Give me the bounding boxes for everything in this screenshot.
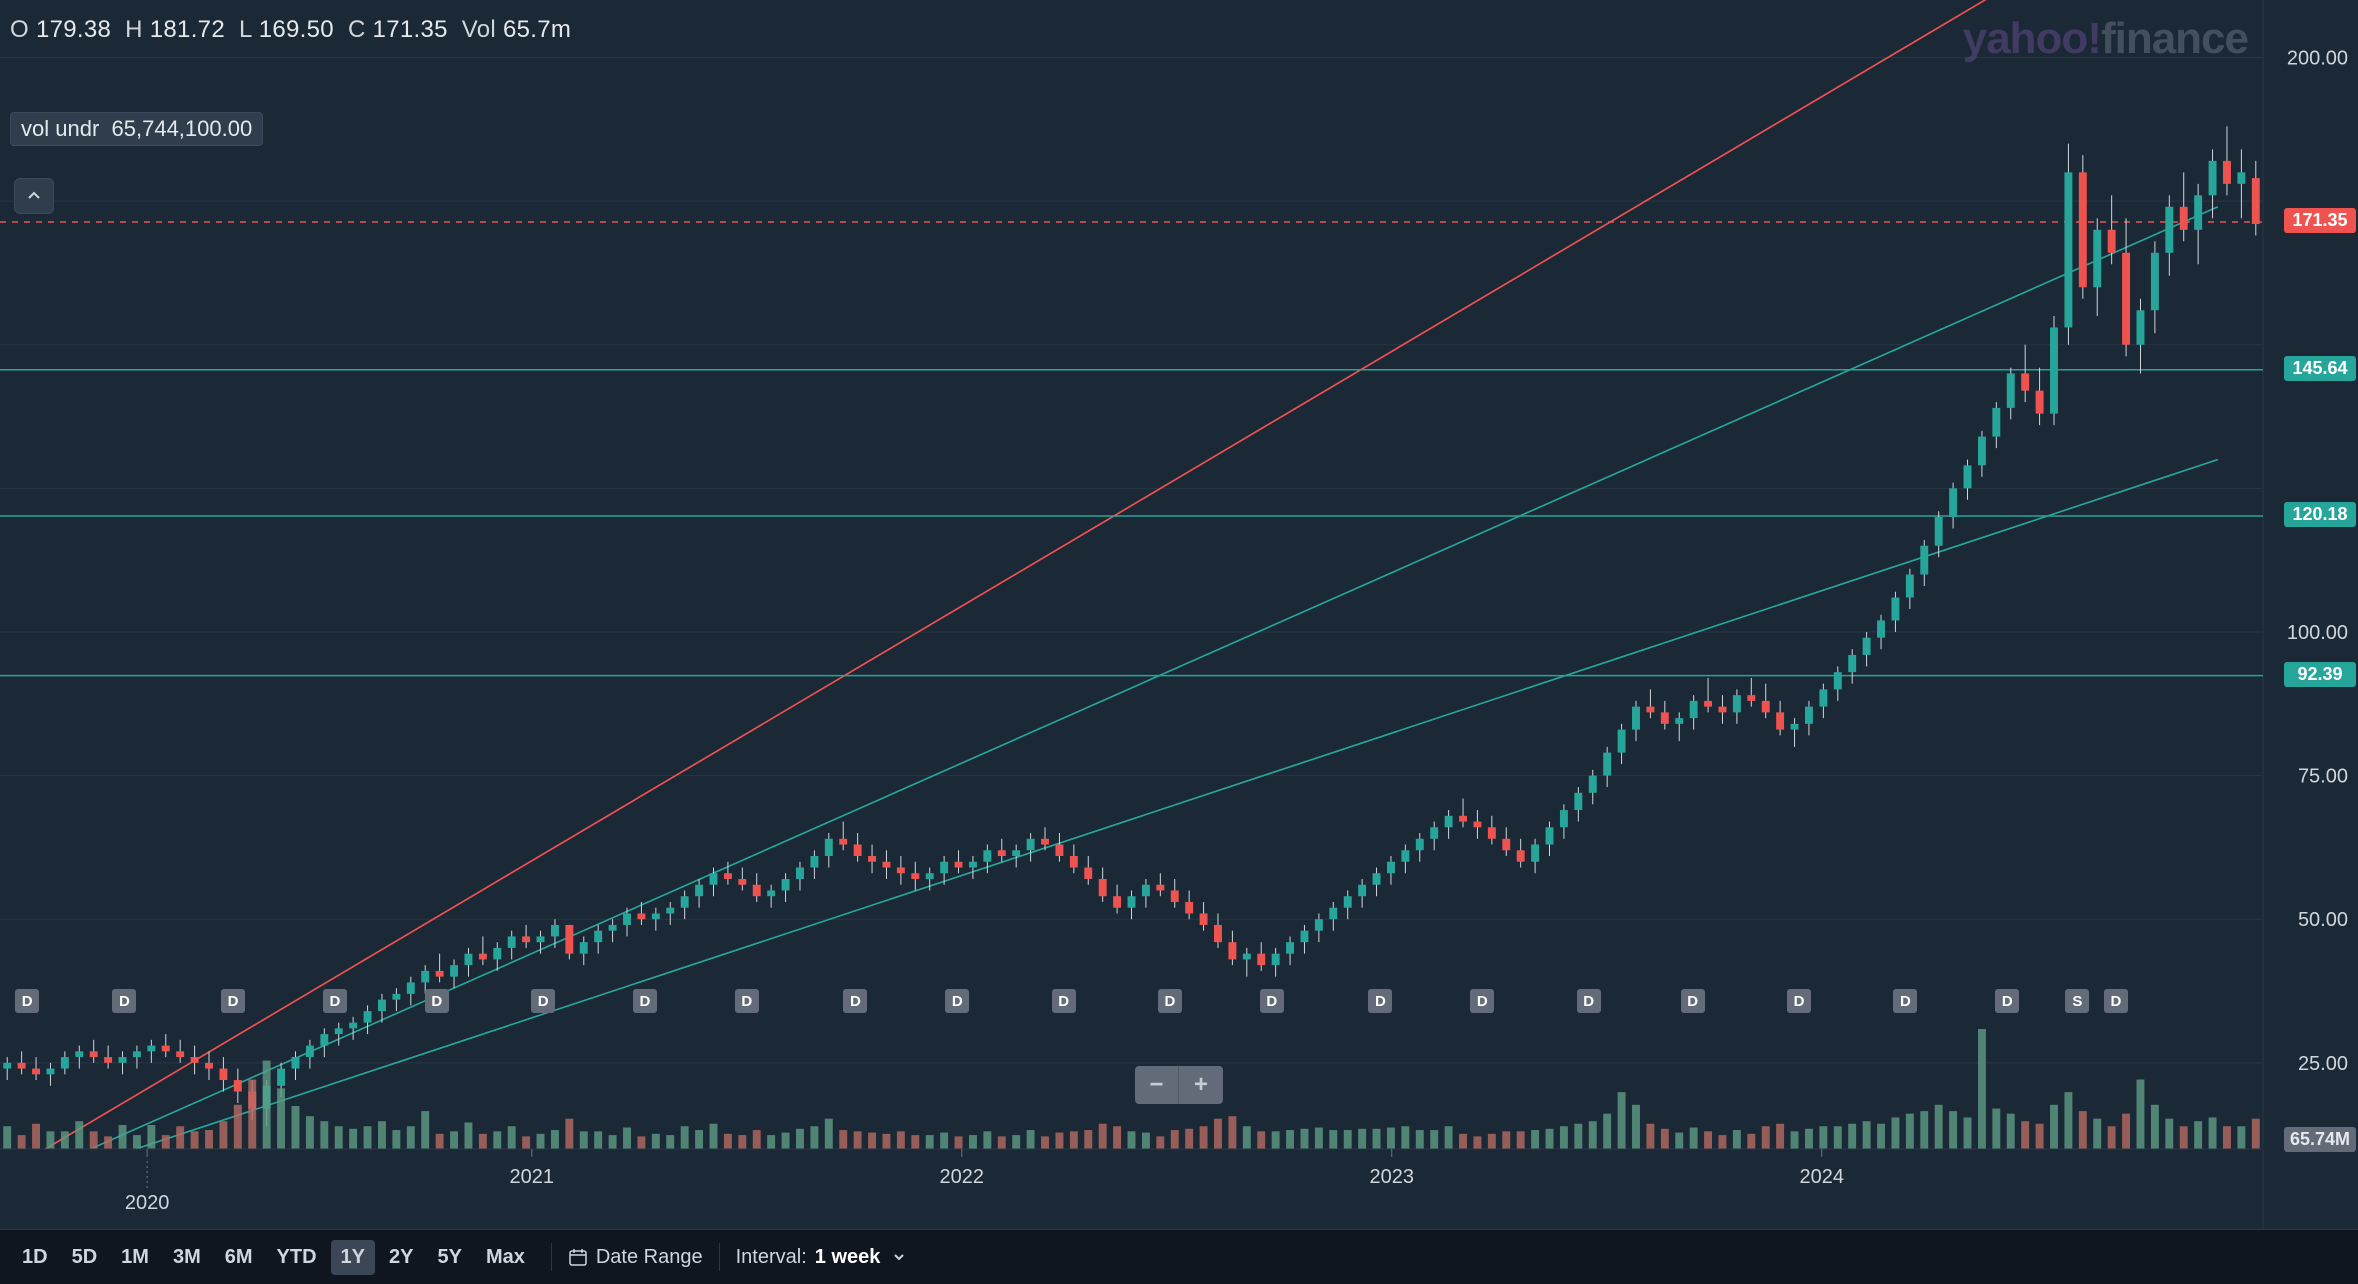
dividend-marker[interactable]: D — [112, 989, 136, 1013]
candlestick-chart[interactable]: 25.00 50.00 75.00 100.00 200.00 2020 2021 2022 2… — [0, 0, 2358, 1229]
dividend-marker[interactable]: D — [1787, 989, 1811, 1013]
dividend-marker[interactable]: D — [1052, 989, 1076, 1013]
svg-text:200.00: 200.00 — [2287, 47, 2348, 69]
dividend-marker[interactable]: D — [1893, 989, 1917, 1013]
timeframe-1d[interactable]: 1D — [12, 1240, 58, 1275]
price-badge: 92.39 — [2284, 662, 2356, 687]
interval-selector[interactable]: Interval: 1 week — [736, 1246, 907, 1269]
dividend-marker[interactable]: D — [1577, 989, 1601, 1013]
dividend-marker[interactable]: D — [1470, 989, 1494, 1013]
timeframe-1y[interactable]: 1Y — [331, 1240, 375, 1275]
timeframe-3m[interactable]: 3M — [163, 1240, 211, 1275]
svg-text:25.00: 25.00 — [2298, 1053, 2348, 1075]
dividend-marker[interactable]: D — [1681, 989, 1705, 1013]
svg-text:2024: 2024 — [1799, 1166, 1844, 1188]
dividend-marker[interactable]: D — [531, 989, 555, 1013]
svg-text:2023: 2023 — [1369, 1166, 1414, 1188]
ohlc-summary: O 179.38 H 181.72 L 169.50 C 171.35 Vol … — [10, 16, 571, 44]
chevron-up-icon — [26, 188, 42, 204]
chart-area[interactable]: 25.00 50.00 75.00 100.00 200.00 2020 2021 2022 2… — [0, 0, 2358, 1229]
svg-text:2021: 2021 — [510, 1166, 555, 1188]
dividend-marker[interactable]: D — [425, 989, 449, 1013]
timeframe-ytd[interactable]: YTD — [267, 1240, 327, 1275]
timeframe-max[interactable]: Max — [476, 1240, 535, 1275]
split-marker[interactable]: S — [2065, 989, 2089, 1013]
dividend-marker[interactable]: D — [1368, 989, 1392, 1013]
svg-text:2022: 2022 — [940, 1166, 985, 1188]
dividend-marker[interactable]: D — [2104, 989, 2128, 1013]
zoom-out-button[interactable]: − — [1135, 1066, 1179, 1104]
timeframe-5y[interactable]: 5Y — [427, 1240, 471, 1275]
svg-text:75.00: 75.00 — [2298, 766, 2348, 788]
yahoo-finance-watermark: yahoo!finance — [1963, 14, 2248, 64]
dividend-marker[interactable]: D — [633, 989, 657, 1013]
price-badge: 120.18 — [2284, 502, 2356, 527]
timeframe-5d[interactable]: 5D — [62, 1240, 108, 1275]
calendar-icon — [568, 1247, 588, 1267]
svg-text:100.00: 100.00 — [2287, 622, 2348, 644]
price-badge: 171.35 — [2284, 208, 2356, 233]
dividend-marker[interactable]: D — [945, 989, 969, 1013]
dividend-marker[interactable]: D — [221, 989, 245, 1013]
bottom-toolbar: 1D5D1M3M6MYTD1Y2Y5YMax Date Range Interv… — [0, 1229, 2358, 1284]
dividend-marker[interactable]: D — [323, 989, 347, 1013]
volume-indicator-label[interactable]: vol undr 65,744,100.00 — [10, 112, 263, 146]
timeframe-6m[interactable]: 6M — [215, 1240, 263, 1275]
dividend-marker[interactable]: D — [735, 989, 759, 1013]
timeframe-1m[interactable]: 1M — [111, 1240, 159, 1275]
dividend-marker[interactable]: D — [1260, 989, 1284, 1013]
svg-text:2020: 2020 — [125, 1192, 170, 1214]
dividend-marker[interactable]: D — [15, 989, 39, 1013]
dividend-marker[interactable]: D — [1158, 989, 1182, 1013]
date-range-label: Date Range — [596, 1246, 703, 1269]
chevron-down-icon — [892, 1250, 906, 1264]
price-badge: 145.64 — [2284, 356, 2356, 381]
price-badge: 65.74M — [2284, 1127, 2356, 1152]
collapse-indicators-button[interactable] — [14, 178, 54, 214]
svg-text:50.00: 50.00 — [2298, 909, 2348, 931]
dividend-marker[interactable]: D — [843, 989, 867, 1013]
zoom-controls: − + — [1135, 1066, 1223, 1104]
date-range-button[interactable]: Date Range — [568, 1246, 703, 1269]
timeframe-2y[interactable]: 2Y — [379, 1240, 423, 1275]
zoom-in-button[interactable]: + — [1179, 1066, 1223, 1104]
dividend-marker[interactable]: D — [1995, 989, 2019, 1013]
